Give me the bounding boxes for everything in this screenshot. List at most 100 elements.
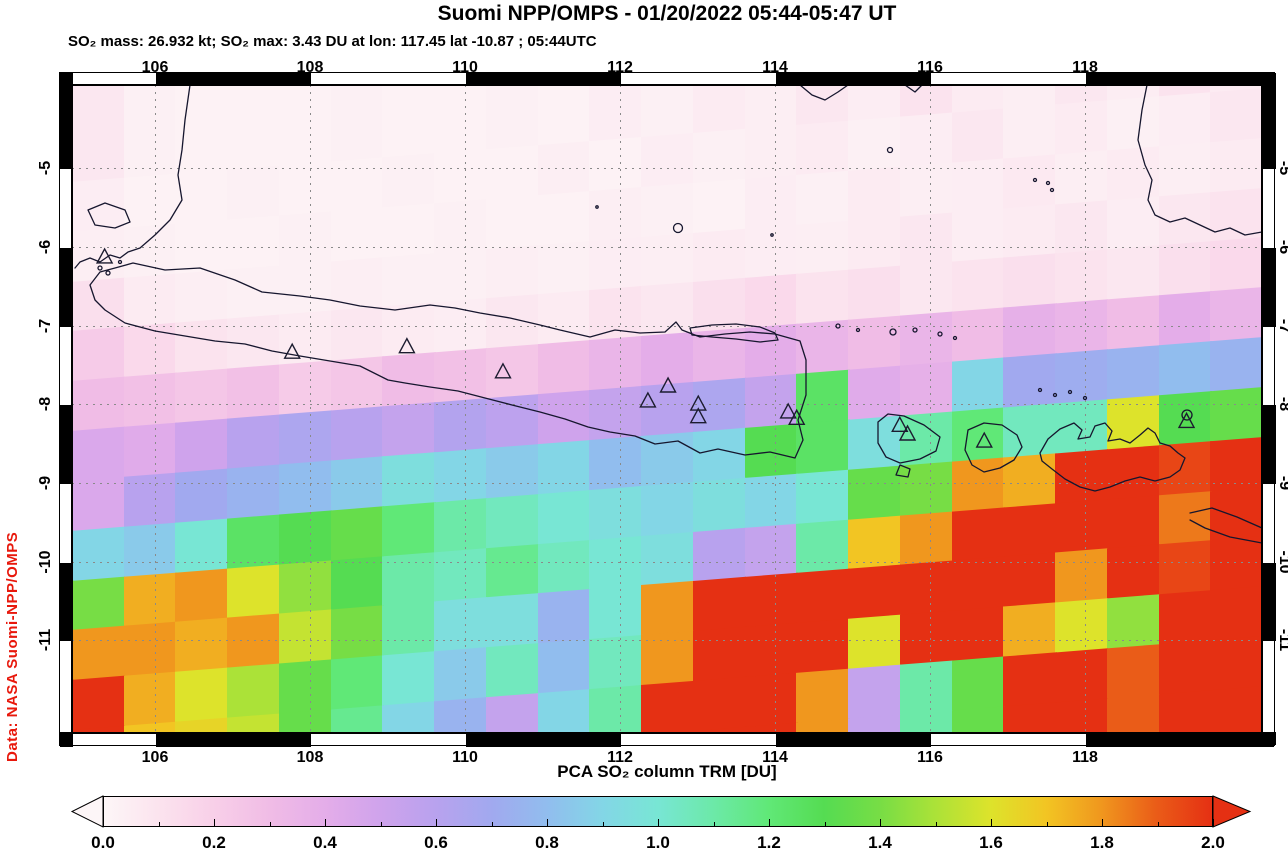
heatmap-cell xyxy=(382,103,436,159)
heatmap-cell xyxy=(1210,87,1262,144)
heatmap-cell xyxy=(848,116,902,172)
colorbar-major-tick xyxy=(436,819,437,827)
colorbar-minor-tick xyxy=(158,822,160,827)
heatmap-cell xyxy=(589,535,643,592)
heatmap-cell xyxy=(72,227,126,283)
zebra-segment xyxy=(1086,73,1263,86)
heatmap-cell xyxy=(434,298,488,355)
zebra-bar xyxy=(59,72,73,746)
heatmap-cell xyxy=(227,514,281,570)
heatmap-cell xyxy=(72,576,126,632)
heatmap-cell xyxy=(485,443,540,500)
heatmap-cell xyxy=(692,527,747,583)
heatmap-cell xyxy=(1106,694,1161,733)
heatmap-cell xyxy=(382,601,436,658)
heatmap-cell xyxy=(899,511,954,567)
heatmap-cell xyxy=(485,95,540,151)
heatmap-cell xyxy=(434,497,488,554)
heatmap-cell xyxy=(1003,702,1057,733)
heatmap-cell xyxy=(641,631,695,687)
heatmap-cell xyxy=(1055,648,1109,704)
heatmap-cell xyxy=(227,464,281,520)
heatmap-cell xyxy=(951,457,1005,513)
lon-tick-label: 116 xyxy=(917,749,943,766)
heatmap-cell xyxy=(744,174,798,230)
heatmap-cell xyxy=(72,85,126,134)
heatmap-cell xyxy=(589,186,643,243)
heatmap-cell xyxy=(692,85,747,135)
heatmap-cell xyxy=(589,136,643,193)
heatmap-cell xyxy=(796,419,850,476)
heatmap-cell xyxy=(382,352,436,408)
heatmap-cell xyxy=(641,85,695,139)
heatmap-cell xyxy=(485,144,540,201)
heatmap-cell xyxy=(744,672,798,729)
heatmap-cell xyxy=(330,555,384,612)
heatmap-cell xyxy=(1210,287,1262,343)
colorbar-tick-label: 0.4 xyxy=(313,833,337,852)
heatmap-cell xyxy=(589,435,643,492)
heatmap-cell xyxy=(951,706,1005,733)
heatmap-cell xyxy=(330,456,384,512)
heatmap-cell xyxy=(175,568,229,624)
heatmap-cell xyxy=(330,356,384,413)
heatmap-cell xyxy=(589,236,643,292)
heatmap-cell xyxy=(382,551,436,608)
heatmap-cell xyxy=(537,90,591,147)
heatmap-cell xyxy=(744,573,798,629)
colorbar-minor-tick xyxy=(269,822,271,827)
so2-stats-subtitle: SO₂ mass: 26.932 kt; SO₂ max: 3.43 DU at… xyxy=(68,33,597,50)
heatmap-cell xyxy=(382,701,436,733)
heatmap-cell xyxy=(1158,191,1212,248)
heatmap-cell xyxy=(330,107,384,163)
colorbar-tick-label: 2.0 xyxy=(1201,833,1225,852)
colorbar-tick-label: 1.4 xyxy=(868,833,892,852)
heatmap-cell xyxy=(899,560,954,617)
heatmap-cell xyxy=(1055,548,1109,605)
heatmap-cell xyxy=(1158,91,1212,148)
lat-tick-label: -10 xyxy=(37,550,54,574)
heatmap-cell xyxy=(72,476,126,533)
heatmap-cell xyxy=(1158,341,1212,397)
colorbar-major-tick xyxy=(547,819,548,827)
heatmap-cell xyxy=(175,667,229,724)
heatmap-cell xyxy=(744,85,798,131)
heatmap-cell xyxy=(1106,494,1161,551)
heatmap-cell xyxy=(434,398,488,454)
heatmap-cell xyxy=(175,368,229,425)
lon-tick-label: 106 xyxy=(141,59,169,76)
heatmap-cell xyxy=(1003,104,1057,160)
heatmap-cell xyxy=(278,410,333,466)
heatmap-cell xyxy=(123,123,177,180)
heatmap-cell xyxy=(1106,195,1161,252)
heatmap-cell xyxy=(951,307,1005,364)
heatmap-cell xyxy=(278,360,333,417)
heatmap-cell xyxy=(1003,453,1057,509)
lat-tick-label: -9 xyxy=(1276,475,1288,491)
heatmap-cell xyxy=(175,418,229,475)
heatmap-cell xyxy=(72,177,126,234)
heatmap-cell xyxy=(848,664,902,721)
heatmap-cell xyxy=(175,468,229,524)
heatmap-cell xyxy=(278,260,333,317)
heatmap-cell xyxy=(175,318,229,375)
heatmap-cell xyxy=(434,348,488,404)
data-credit-label: Data: NASA Suomi-NPP/OMPS xyxy=(4,531,21,762)
heatmap-cell xyxy=(641,531,695,587)
heatmap-cell xyxy=(692,627,747,683)
heatmap-cell xyxy=(330,406,384,462)
heatmap-cell xyxy=(1210,686,1262,733)
colorbar-tick-label: 1.8 xyxy=(1090,833,1114,852)
heatmap-cell xyxy=(434,597,488,654)
heatmap-cell xyxy=(485,693,540,733)
heatmap-cell xyxy=(278,211,333,267)
heatmap-cell xyxy=(1210,337,1262,393)
heatmap-cell xyxy=(641,332,695,388)
lat-tick-label: -7 xyxy=(1276,318,1288,334)
heatmap-cell xyxy=(1106,544,1161,601)
page-title: Suomi NPP/OMPS - 01/20/2022 05:44-05:47 … xyxy=(437,2,897,25)
heatmap-cell xyxy=(434,99,488,155)
heatmap-cell xyxy=(951,556,1005,613)
heatmap-cell xyxy=(485,543,540,600)
heatmap-cell xyxy=(72,327,126,383)
